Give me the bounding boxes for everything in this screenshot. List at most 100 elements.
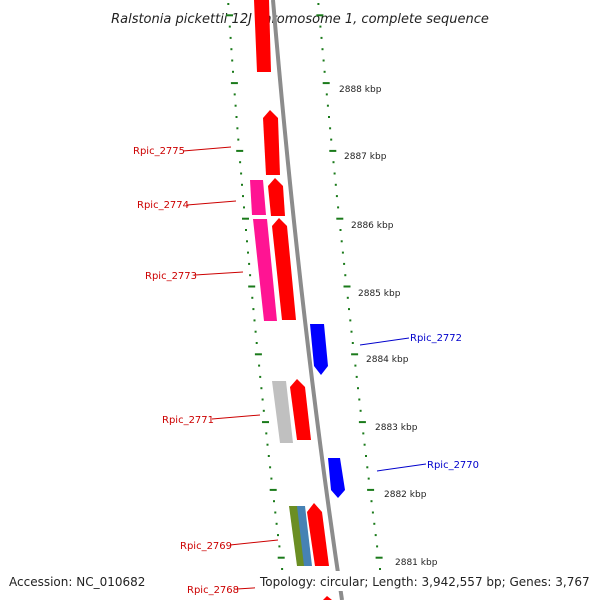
- gene-feature[interactable]: [328, 458, 345, 498]
- minor-tick: [374, 534, 377, 537]
- minor-tick: [277, 534, 279, 537]
- gene-feature[interactable]: [290, 379, 311, 440]
- gene-feature[interactable]: [297, 506, 312, 566]
- scale-label: 2886 kbp: [351, 221, 394, 231]
- scale-labels: 2888 kbp 2887 kbp 2886 kbp 2885 kbp 2884…: [339, 85, 438, 568]
- minor-tick: [246, 240, 248, 243]
- minor-tick: [320, 36, 323, 39]
- minor-tick: [248, 262, 251, 265]
- minor-tick: [326, 104, 329, 107]
- minor-tick: [329, 127, 332, 130]
- minor-tick: [266, 443, 269, 446]
- minor-tick: [344, 274, 347, 277]
- minor-tick: [229, 36, 232, 39]
- minor-tick: [267, 455, 270, 457]
- minor-tick: [249, 274, 252, 277]
- gene-feature[interactable]: [263, 110, 280, 175]
- minor-tick: [358, 398, 361, 401]
- minor-tick: [241, 183, 243, 186]
- minor-tick: [332, 161, 335, 164]
- major-tick: [230, 82, 238, 85]
- major-tick: [262, 421, 269, 424]
- minor-tick: [366, 466, 369, 469]
- gene-feature[interactable]: [253, 219, 277, 321]
- minor-tick: [269, 466, 272, 469]
- gene-label-rpic-2771[interactable]: Rpic_2771: [162, 415, 214, 426]
- minor-tick: [317, 3, 320, 5]
- minor-tick: [340, 240, 343, 243]
- leader-line: [186, 200, 237, 206]
- major-tick: [322, 82, 330, 85]
- minor-tick: [359, 409, 362, 412]
- minor-tick: [322, 59, 325, 62]
- gene-feature[interactable]: [289, 506, 305, 566]
- major-tick: [248, 285, 256, 288]
- gene-label-rpic-2775[interactable]: Rpic_2775: [133, 146, 185, 157]
- map-title: Ralstonia pickettii 12J chromosome 1, co…: [111, 12, 489, 27]
- major-tick: [254, 353, 262, 356]
- minor-tick: [275, 522, 278, 525]
- gene-label-rpic-2772[interactable]: Rpic_2772: [410, 333, 462, 344]
- scale-label: 2887 kbp: [344, 152, 387, 162]
- minor-tick: [367, 477, 370, 480]
- minor-tick: [355, 375, 358, 378]
- minor-tick: [346, 296, 349, 299]
- scale-label: 2882 kbp: [384, 490, 427, 500]
- right-tick-ruler: [316, 3, 383, 570]
- gene-label-rpic-2768[interactable]: Rpic_2768: [187, 585, 239, 596]
- genome-summary-text: Topology: circular; Length: 3,942,557 bp…: [259, 575, 590, 589]
- scale-label: 2884 kbp: [366, 355, 409, 365]
- left-tick-ruler: [226, 3, 285, 570]
- minor-tick: [234, 104, 237, 107]
- minor-tick: [341, 251, 344, 254]
- gene-feature[interactable]: [310, 324, 328, 375]
- minor-tick: [365, 455, 367, 457]
- major-tick: [316, 14, 324, 17]
- major-tick: [343, 285, 351, 288]
- gene-feature[interactable]: [323, 596, 332, 600]
- minor-tick: [273, 500, 275, 503]
- gene-features: [250, 0, 345, 600]
- minor-tick: [323, 70, 326, 73]
- minor-tick: [227, 3, 230, 5]
- minor-tick: [274, 511, 277, 514]
- major-tick: [277, 556, 285, 559]
- minor-tick: [339, 229, 342, 231]
- minor-tick: [270, 477, 273, 480]
- gene-feature[interactable]: [250, 180, 266, 215]
- gene-label-rpic-2773[interactable]: Rpic_2773: [145, 271, 197, 282]
- minor-tick: [240, 172, 243, 175]
- minor-tick: [328, 116, 330, 118]
- minor-tick: [321, 48, 324, 51]
- minor-tick: [278, 545, 281, 548]
- gene-labels: Rpic_2775 Rpic_2774 Rpic_2773 Rpic_2772 …: [133, 146, 479, 596]
- minor-tick: [379, 568, 381, 570]
- major-tick: [226, 14, 233, 17]
- gene-label-rpic-2774[interactable]: Rpic_2774: [137, 200, 189, 211]
- minor-tick: [261, 398, 264, 401]
- major-tick: [329, 149, 337, 152]
- minor-tick: [259, 375, 262, 378]
- gene-feature[interactable]: [268, 178, 285, 216]
- minor-tick: [251, 296, 254, 299]
- gene-feature[interactable]: [272, 381, 293, 443]
- gene-feature[interactable]: [254, 0, 271, 72]
- minor-tick: [247, 251, 249, 254]
- gene-label-rpic-2769[interactable]: Rpic_2769: [180, 541, 232, 552]
- major-tick: [269, 488, 277, 491]
- minor-tick: [376, 545, 379, 548]
- minor-tick: [236, 127, 239, 130]
- major-tick: [242, 217, 249, 220]
- minor-tick: [237, 138, 240, 141]
- gene-label-rpic-2770[interactable]: Rpic_2770: [427, 460, 479, 471]
- minor-tick: [363, 443, 366, 446]
- gene-feature[interactable]: [272, 218, 296, 320]
- gene-feature[interactable]: [307, 503, 329, 566]
- minor-tick: [242, 195, 244, 198]
- minor-tick: [252, 308, 255, 311]
- minor-tick: [232, 70, 234, 73]
- minor-tick: [357, 387, 359, 390]
- leader-line: [211, 414, 261, 420]
- minor-tick: [350, 330, 353, 333]
